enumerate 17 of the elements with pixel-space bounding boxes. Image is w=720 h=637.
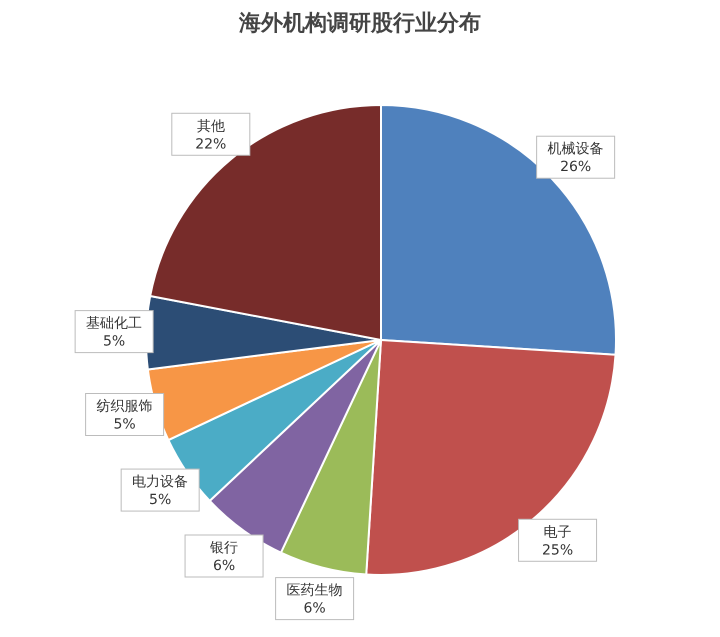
data-label: 25% [542, 542, 574, 558]
slice-label: 电子 [544, 524, 572, 540]
data-label: 6% [212, 558, 236, 574]
slice-label: 电力设备 [132, 474, 188, 490]
data-label: 22% [195, 136, 226, 152]
slice-label: 机械设备 [548, 141, 604, 158]
data-label: 5% [113, 416, 136, 432]
title: 海外机构调研股行业分布 [239, 11, 481, 36]
slice-label: 银行 [209, 540, 238, 556]
data-label: 5% [149, 492, 172, 508]
slice-label: 纺织服饰 [96, 398, 153, 414]
data-label: 26% [560, 159, 592, 176]
slice-label: 基础化工 [86, 316, 142, 332]
slice-label: 医药生物 [286, 582, 343, 599]
data-label: 6% [303, 600, 326, 617]
data-label: 5% [103, 334, 126, 350]
slice-label: 其他 [196, 118, 225, 134]
